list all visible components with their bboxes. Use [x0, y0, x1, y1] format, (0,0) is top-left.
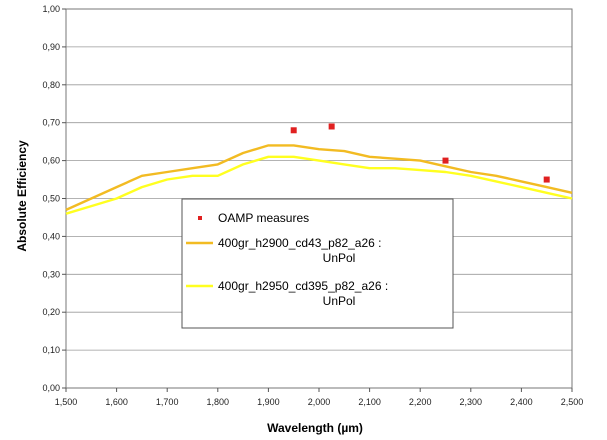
x-axis: 1,500 1,600 1,700 1,800 1,900 2,000 2,100 2,200… — [55, 388, 584, 407]
data-point — [543, 176, 550, 183]
y-tick-label: 0,40 — [42, 231, 60, 241]
y-tick-label: 0,70 — [42, 118, 60, 128]
x-tick-label: 2,100 — [358, 397, 381, 407]
x-tick-label: 1,600 — [105, 397, 128, 407]
x-tick-label: 2,400 — [510, 397, 533, 407]
data-point — [442, 157, 449, 164]
y-tick-label: 0,30 — [42, 269, 60, 279]
legend-label: UnPol — [323, 294, 356, 308]
y-tick-label: 0,20 — [42, 307, 60, 317]
y-tick-label: 0,90 — [42, 42, 60, 52]
y-tick-label: 0,00 — [42, 383, 60, 393]
y-tick-label: 0,60 — [42, 156, 60, 166]
legend-label: UnPol — [323, 251, 356, 265]
x-tick-label: 1,900 — [257, 397, 280, 407]
x-tick-label: 2,300 — [460, 397, 483, 407]
x-tick-label: 1,700 — [156, 397, 179, 407]
legend-label: 400gr_h2900_cd43_p82_a26 : — [218, 236, 382, 250]
x-axis-title: Wavelength (µm) — [267, 421, 363, 435]
series-layer — [65, 123, 573, 215]
data-point — [290, 127, 297, 134]
legend-label: OAMP measures — [218, 211, 309, 225]
legend-entry: 400gr_h2900_cd43_p82_a26 :UnPol — [186, 236, 382, 265]
x-tick-label: 1,500 — [55, 397, 78, 407]
series-line — [65, 155, 573, 215]
legend-marker — [198, 216, 202, 220]
y-tick-label: 1,00 — [42, 4, 60, 14]
y-axis-title: Absolute Efficiency — [15, 140, 29, 252]
legend-entry: 400gr_h2950_cd395_p82_a26 :UnPol — [186, 279, 388, 308]
legend-label: 400gr_h2950_cd395_p82_a26 : — [218, 279, 388, 293]
x-tick-label: 1,800 — [207, 397, 230, 407]
y-axis: 0,00 0,10 0,20 0,30 0,40 0,50 0,60 0,70 0,80 0,90… — [42, 4, 66, 393]
series-line — [65, 144, 573, 211]
x-tick-label: 2,500 — [561, 397, 584, 407]
legend-entry: OAMP measures — [198, 211, 309, 225]
y-tick-label: 0,80 — [42, 80, 60, 90]
data-point — [328, 123, 335, 130]
y-tick-label: 0,50 — [42, 194, 60, 204]
y-tick-label: 0,10 — [42, 345, 60, 355]
legend-box — [181, 198, 454, 329]
x-tick-label: 2,000 — [308, 397, 331, 407]
x-tick-label: 2,200 — [409, 397, 432, 407]
